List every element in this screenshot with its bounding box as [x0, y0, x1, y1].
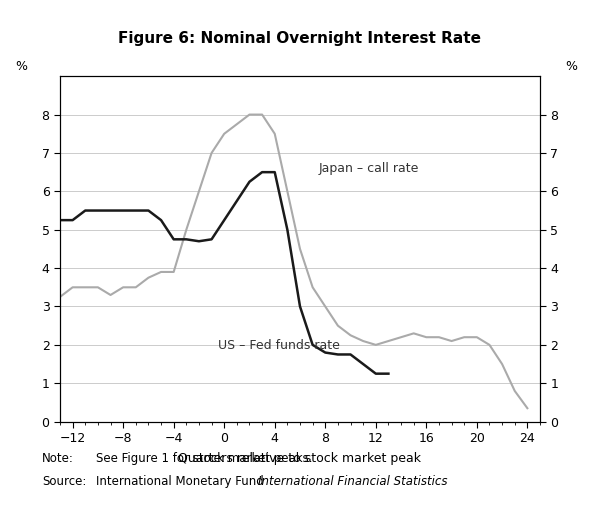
Text: Source:: Source: [42, 475, 86, 488]
Text: International Financial Statistics: International Financial Statistics [258, 475, 448, 488]
X-axis label: Quarters relative to stock market peak: Quarters relative to stock market peak [179, 452, 421, 465]
Text: Figure 6: Nominal Overnight Interest Rate: Figure 6: Nominal Overnight Interest Rat… [119, 30, 482, 46]
Text: See Figure 1 for stock market peaks.: See Figure 1 for stock market peaks. [96, 452, 313, 465]
Text: US – Fed funds rate: US – Fed funds rate [218, 339, 340, 352]
Text: %: % [565, 60, 577, 73]
Text: International Monetary Fund: International Monetary Fund [96, 475, 268, 488]
Text: Note:: Note: [42, 452, 74, 465]
Text: %: % [16, 60, 28, 73]
Text: Japan – call rate: Japan – call rate [319, 162, 419, 175]
